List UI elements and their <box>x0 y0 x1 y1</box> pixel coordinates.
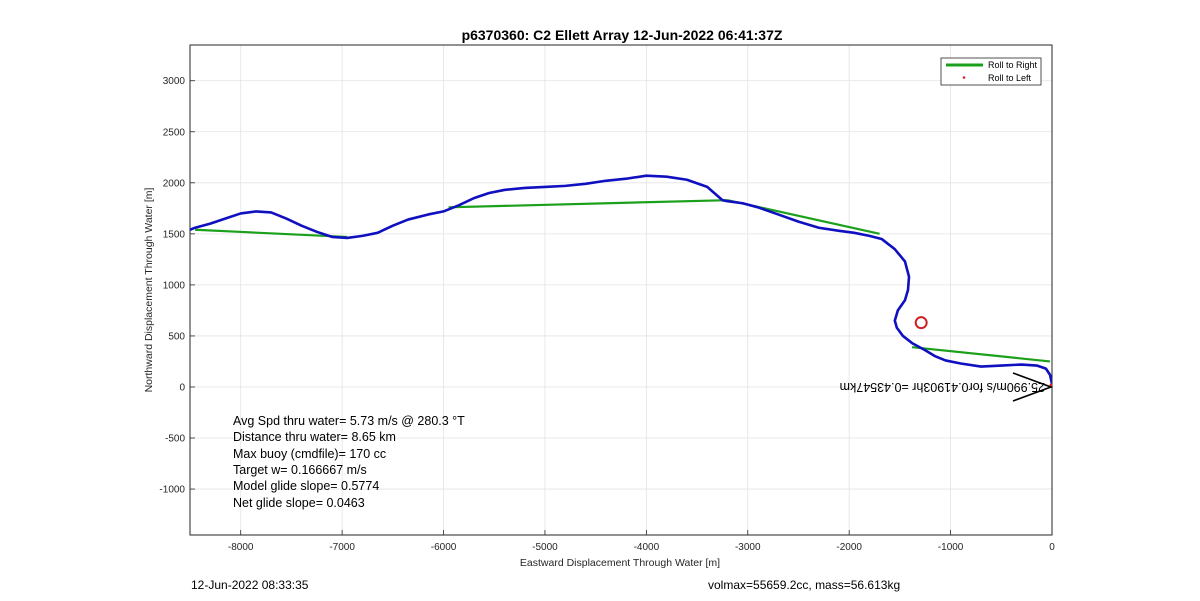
x-tick-label: -2000 <box>836 542 862 553</box>
roll-right-segment <box>911 346 1051 363</box>
y-tick-label: 1500 <box>163 229 186 240</box>
axis-ticks: -8000 -7000 -6000 -5000 -4000 -3000 -2000 -1000… <box>159 76 1055 553</box>
max-buoy-text: Max buoy (cmdfile)= 170 cc <box>233 447 386 461</box>
x-tick-label: -7000 <box>329 542 355 553</box>
current-arrow-label: 25.990m/s for0.41903hr =0.43547km <box>840 380 1045 394</box>
x-tick-label: -8000 <box>228 542 254 553</box>
footer-timestamp: 12-Jun-2022 08:33:35 <box>191 578 309 592</box>
roll-right-segment <box>195 228 348 239</box>
legend: Roll to Right Roll to Left <box>940 57 1042 86</box>
target-marker <box>914 316 928 330</box>
series-layer: 25.990m/s for0.41903hr =0.43547km <box>190 174 1054 402</box>
x-tick-label: -1000 <box>938 542 964 553</box>
y-tick-label: 0 <box>179 382 185 393</box>
x-tick-label: -6000 <box>431 542 457 553</box>
glider-track-line <box>190 174 1052 385</box>
model-glide-slope-text: Model glide slope= 0.5774 <box>233 479 379 493</box>
x-tick-label: 0 <box>1049 542 1055 553</box>
net-glide-slope-text: Net glide slope= 0.0463 <box>233 496 365 510</box>
legend-swatch-roll-left <box>962 76 966 79</box>
current-arrow <box>1012 372 1054 402</box>
avg-speed-text: Avg Spd thru water= 5.73 m/s @ 280.3 °T <box>233 414 465 428</box>
y-tick-label: 500 <box>168 331 185 342</box>
distance-text: Distance thru water= 8.65 km <box>233 430 396 444</box>
chart-title: p6370360: C2 Ellett Array 12-Jun-2022 06… <box>462 27 783 43</box>
roll-right-segment <box>448 199 728 209</box>
x-axis-label: Eastward Displacement Through Water [m] <box>520 557 720 569</box>
grid <box>190 45 1053 535</box>
y-tick-label: -500 <box>165 434 185 445</box>
target-w-text: Target w= 0.166667 m/s <box>233 463 367 477</box>
y-tick-label: 2500 <box>163 127 186 138</box>
x-tick-label: -5000 <box>532 542 558 553</box>
stats-annotations: Avg Spd thru water= 5.73 m/s @ 280.3 °T … <box>233 414 465 510</box>
y-tick-label: 1000 <box>163 280 186 291</box>
footer-volmax-mass: volmax=55659.2cc, mass=56.613kg <box>708 578 901 592</box>
y-tick-label: 3000 <box>163 76 186 87</box>
y-tick-label: -1000 <box>159 485 185 496</box>
plot-area <box>190 174 1052 387</box>
roll-left-point <box>1049 383 1052 387</box>
legend-label-roll-right: Roll to Right <box>988 60 1038 70</box>
x-tick-label: -3000 <box>735 542 761 553</box>
legend-label-roll-left: Roll to Left <box>988 73 1032 83</box>
axes-box <box>189 44 1053 536</box>
legend-box <box>940 57 1042 86</box>
y-tick-label: 2000 <box>163 178 186 189</box>
y-axis-label: Northward Displacement Through Water [m] <box>143 188 155 393</box>
x-tick-label: -4000 <box>634 542 660 553</box>
